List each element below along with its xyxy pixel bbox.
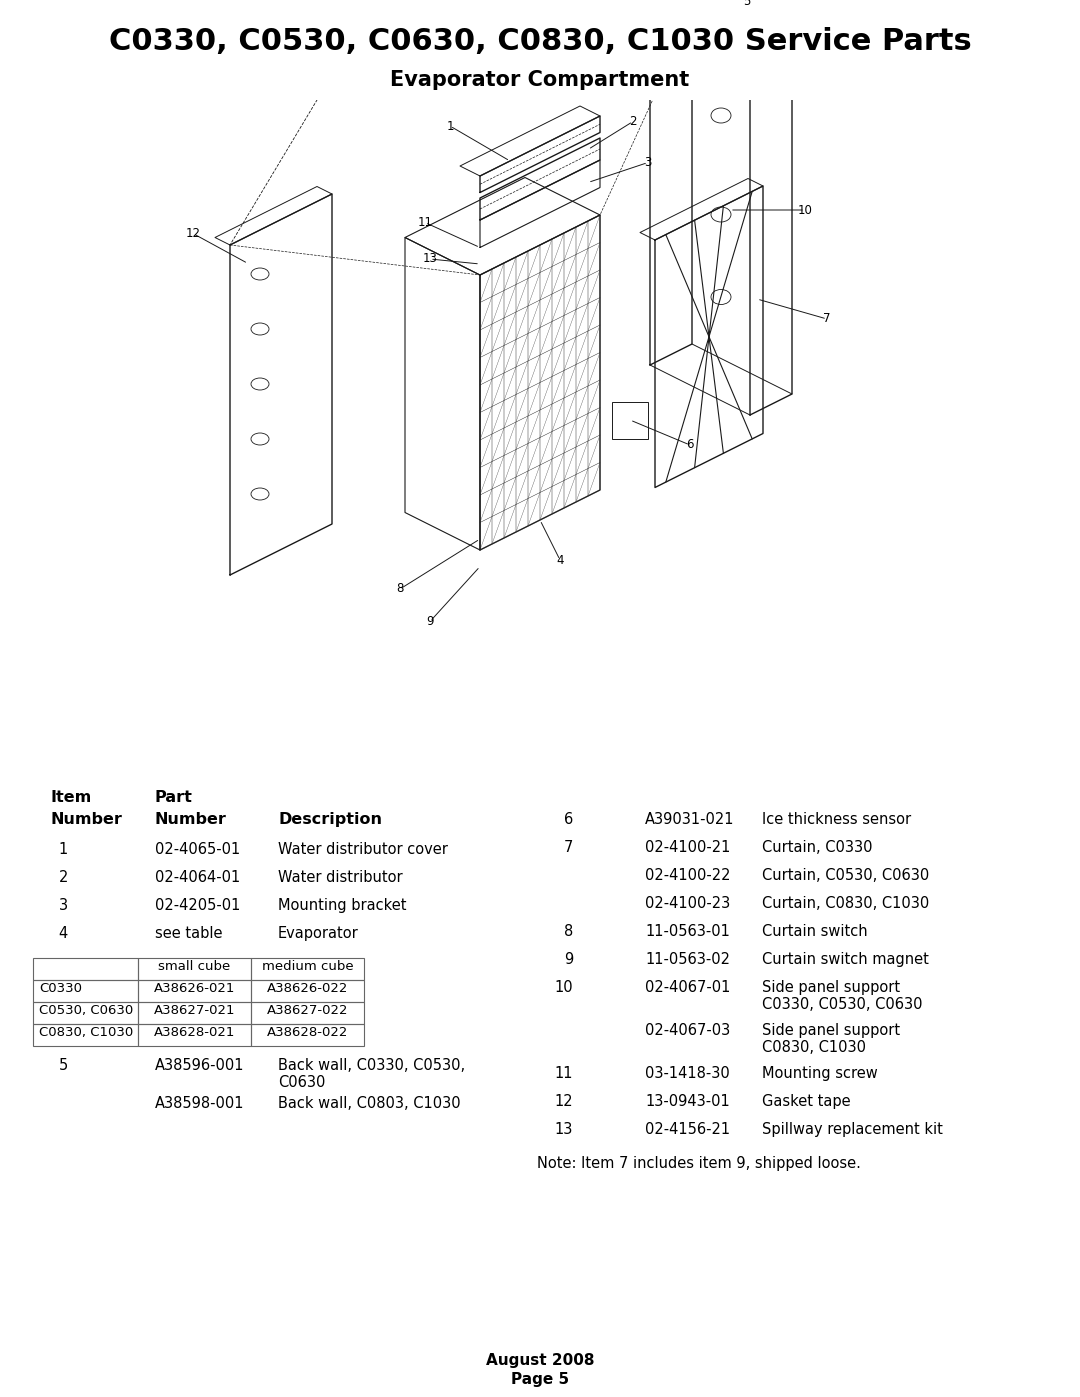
Text: 3: 3 bbox=[645, 156, 651, 169]
Text: 3: 3 bbox=[59, 898, 68, 914]
Text: A38626-022: A38626-022 bbox=[267, 982, 348, 995]
Text: Page 5: Page 5 bbox=[511, 1372, 569, 1387]
Text: 13: 13 bbox=[555, 1122, 573, 1137]
Text: Description: Description bbox=[278, 812, 382, 827]
Text: 11-0563-01: 11-0563-01 bbox=[645, 923, 730, 939]
Text: 12: 12 bbox=[554, 1094, 573, 1109]
Text: medium cube: medium cube bbox=[261, 960, 353, 972]
Bar bbox=[251, 958, 364, 981]
Text: Curtain, C0530, C0630: Curtain, C0530, C0630 bbox=[762, 868, 929, 883]
Text: 03-1418-30: 03-1418-30 bbox=[645, 1066, 730, 1081]
Text: 4: 4 bbox=[58, 926, 68, 942]
Text: 02-4067-01: 02-4067-01 bbox=[645, 981, 730, 995]
Text: 02-4067-03: 02-4067-03 bbox=[645, 1023, 730, 1038]
Text: 11: 11 bbox=[418, 217, 432, 229]
Text: 1: 1 bbox=[58, 842, 68, 856]
Text: A38627-021: A38627-021 bbox=[153, 1004, 235, 1017]
Text: 02-4065-01: 02-4065-01 bbox=[156, 842, 240, 856]
Bar bbox=[33, 1002, 138, 1024]
Text: A39031-021: A39031-021 bbox=[645, 812, 734, 827]
Text: 10: 10 bbox=[797, 204, 812, 217]
Text: Item: Item bbox=[50, 789, 91, 805]
Text: see table: see table bbox=[156, 926, 222, 942]
Text: 8: 8 bbox=[564, 923, 573, 939]
Bar bbox=[612, 401, 648, 439]
Bar bbox=[33, 1024, 138, 1046]
Bar bbox=[251, 1002, 364, 1024]
Text: 10: 10 bbox=[554, 981, 573, 995]
Text: Water distributor cover: Water distributor cover bbox=[278, 842, 448, 856]
Text: 02-4100-22: 02-4100-22 bbox=[645, 868, 730, 883]
Text: 11: 11 bbox=[554, 1066, 573, 1081]
Text: 8: 8 bbox=[396, 583, 404, 595]
Text: 13: 13 bbox=[422, 253, 437, 265]
Text: 02-4100-23: 02-4100-23 bbox=[645, 895, 730, 911]
Text: C0330, C0530, C0630, C0830, C1030 Service Parts: C0330, C0530, C0630, C0830, C1030 Servic… bbox=[109, 28, 971, 56]
Text: 7: 7 bbox=[564, 840, 573, 855]
Text: C0330: C0330 bbox=[39, 982, 82, 995]
Bar bbox=[138, 1024, 251, 1046]
Text: 6: 6 bbox=[686, 439, 693, 451]
Text: 5: 5 bbox=[743, 0, 751, 8]
Text: Part: Part bbox=[156, 789, 193, 805]
Text: Curtain switch: Curtain switch bbox=[762, 923, 867, 939]
Text: 6: 6 bbox=[564, 812, 573, 827]
Bar bbox=[138, 981, 251, 1002]
Text: 13-0943-01: 13-0943-01 bbox=[645, 1094, 730, 1109]
Text: Side panel support
C0330, C0530, C0630: Side panel support C0330, C0530, C0630 bbox=[762, 981, 922, 1013]
Text: A38596-001: A38596-001 bbox=[156, 1058, 244, 1073]
Text: August 2008: August 2008 bbox=[486, 1354, 594, 1368]
Text: Number: Number bbox=[50, 812, 122, 827]
Text: Curtain, C0330: Curtain, C0330 bbox=[762, 840, 873, 855]
Text: 02-4100-21: 02-4100-21 bbox=[645, 840, 730, 855]
Text: 02-4064-01: 02-4064-01 bbox=[156, 870, 240, 886]
Bar bbox=[251, 981, 364, 1002]
Text: Ice thickness sensor: Ice thickness sensor bbox=[762, 812, 912, 827]
Text: A38628-021: A38628-021 bbox=[153, 1025, 235, 1039]
Text: 5: 5 bbox=[58, 1058, 68, 1073]
Text: 2: 2 bbox=[58, 870, 68, 886]
Text: Evaporator Compartment: Evaporator Compartment bbox=[390, 70, 690, 89]
Text: C0530, C0630: C0530, C0630 bbox=[39, 1004, 133, 1017]
Text: Number: Number bbox=[156, 812, 227, 827]
Text: small cube: small cube bbox=[159, 960, 231, 972]
Text: A38628-022: A38628-022 bbox=[267, 1025, 348, 1039]
Text: A38627-022: A38627-022 bbox=[267, 1004, 348, 1017]
Bar bbox=[33, 981, 138, 1002]
Text: Spillway replacement kit: Spillway replacement kit bbox=[762, 1122, 943, 1137]
Text: Note: Item 7 includes item 9, shipped loose.: Note: Item 7 includes item 9, shipped lo… bbox=[537, 1155, 861, 1171]
Text: Water distributor: Water distributor bbox=[278, 870, 403, 886]
Text: 4: 4 bbox=[556, 553, 564, 567]
Text: 02-4205-01: 02-4205-01 bbox=[156, 898, 241, 914]
Text: A38626-021: A38626-021 bbox=[153, 982, 235, 995]
Text: 9: 9 bbox=[427, 615, 434, 629]
Bar bbox=[251, 1024, 364, 1046]
Text: Side panel support
C0830, C1030: Side panel support C0830, C1030 bbox=[762, 1023, 900, 1055]
Text: 9: 9 bbox=[564, 951, 573, 967]
Text: Back wall, C0803, C1030: Back wall, C0803, C1030 bbox=[278, 1097, 461, 1111]
Text: Mounting screw: Mounting screw bbox=[762, 1066, 878, 1081]
Text: Curtain switch magnet: Curtain switch magnet bbox=[762, 951, 929, 967]
Text: 12: 12 bbox=[186, 226, 201, 240]
Text: Evaporator: Evaporator bbox=[278, 926, 359, 942]
Text: 7: 7 bbox=[823, 313, 831, 326]
Bar bbox=[138, 958, 251, 981]
Text: A38598-001: A38598-001 bbox=[156, 1097, 244, 1111]
Text: 1: 1 bbox=[446, 120, 454, 133]
Text: 2: 2 bbox=[630, 115, 637, 129]
Text: 11-0563-02: 11-0563-02 bbox=[645, 951, 730, 967]
Text: Gasket tape: Gasket tape bbox=[762, 1094, 851, 1109]
Text: Mounting bracket: Mounting bracket bbox=[278, 898, 406, 914]
Text: Back wall, C0330, C0530,
C0630: Back wall, C0330, C0530, C0630 bbox=[278, 1058, 465, 1091]
Text: 02-4156-21: 02-4156-21 bbox=[645, 1122, 730, 1137]
Bar bbox=[138, 1002, 251, 1024]
Text: Curtain, C0830, C1030: Curtain, C0830, C1030 bbox=[762, 895, 929, 911]
Bar bbox=[33, 958, 138, 981]
Text: C0830, C1030: C0830, C1030 bbox=[39, 1025, 133, 1039]
